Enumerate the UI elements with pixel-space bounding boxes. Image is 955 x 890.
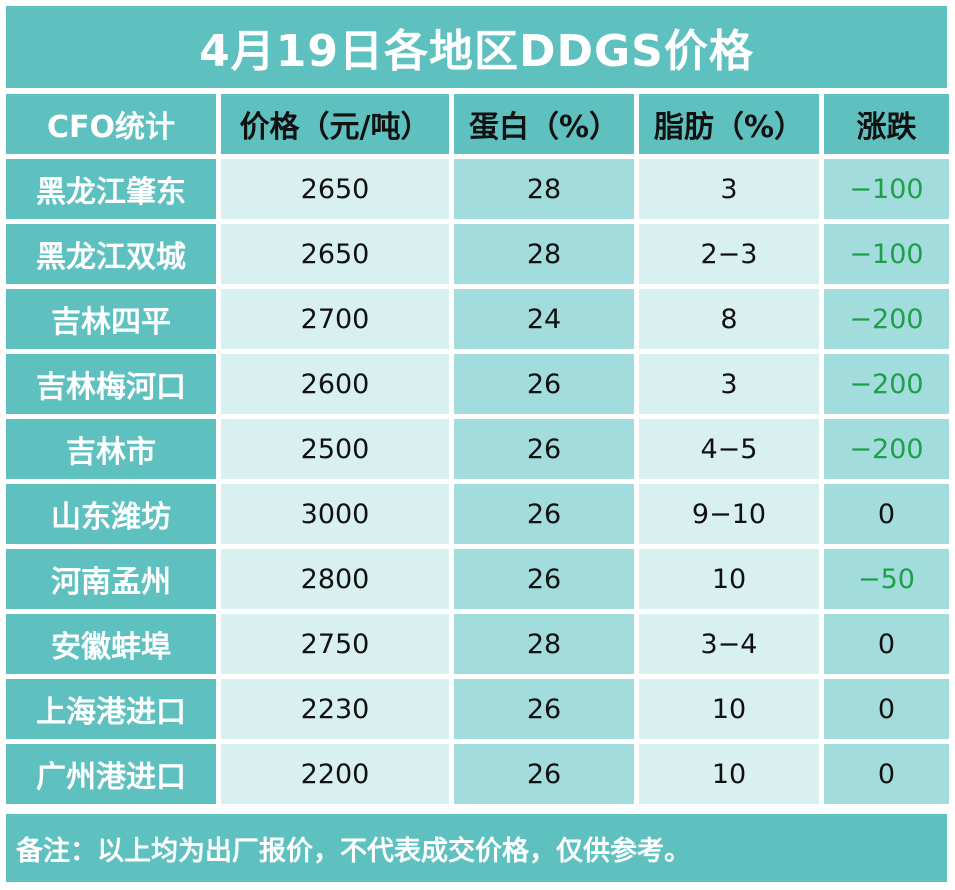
fat-cell: 2−3 (639, 224, 819, 284)
price-cell: 2800 (221, 549, 449, 609)
price-cell: 2700 (221, 289, 449, 349)
protein-cell: 26 (454, 744, 634, 804)
region-cell: 吉林四平 (6, 289, 216, 349)
change-cell: −50 (824, 549, 949, 609)
change-cell: −200 (824, 419, 949, 479)
protein-cell: 26 (454, 549, 634, 609)
region-cell: 吉林梅河口 (6, 354, 216, 414)
protein-cell: 26 (454, 354, 634, 414)
protein-cell: 24 (454, 289, 634, 349)
price-cell: 3000 (221, 484, 449, 544)
region-cell: 黑龙江肇东 (6, 159, 216, 219)
region-cell: 安徽蚌埠 (6, 614, 216, 674)
change-cell: −200 (824, 354, 949, 414)
price-cell: 2650 (221, 159, 449, 219)
protein-cell: 26 (454, 484, 634, 544)
header-source: CFO统计 (6, 94, 216, 154)
region-cell: 吉林市 (6, 419, 216, 479)
header-change: 涨跌 (824, 94, 949, 154)
table-title: 4月19日各地区DDGS价格 (6, 6, 947, 88)
header-price: 价格（元/吨） (221, 94, 449, 154)
header-protein: 蛋白（%） (454, 94, 634, 154)
fat-cell: 3 (639, 159, 819, 219)
region-cell: 上海港进口 (6, 679, 216, 739)
price-table-card: 4月19日各地区DDGS价格 CFO统计 价格（元/吨） 蛋白（%） 脂肪（%）… (6, 6, 949, 882)
price-cell: 2500 (221, 419, 449, 479)
protein-cell: 26 (454, 679, 634, 739)
fat-cell: 10 (639, 549, 819, 609)
price-cell: 2650 (221, 224, 449, 284)
price-cell: 2600 (221, 354, 449, 414)
footer-note: 备注：以上均为出厂报价，不代表成交价格，仅供参考。 (6, 814, 947, 882)
change-cell: 0 (824, 744, 949, 804)
fat-cell: 3 (639, 354, 819, 414)
region-cell: 河南孟州 (6, 549, 216, 609)
fat-cell: 8 (639, 289, 819, 349)
change-cell: −200 (824, 289, 949, 349)
change-cell: 0 (824, 614, 949, 674)
region-cell: 山东潍坊 (6, 484, 216, 544)
fat-cell: 3−4 (639, 614, 819, 674)
fat-cell: 10 (639, 679, 819, 739)
price-table: CFO统计 价格（元/吨） 蛋白（%） 脂肪（%） 涨跌 黑龙江肇东 2650 28… (6, 94, 949, 804)
change-cell: −100 (824, 224, 949, 284)
protein-cell: 26 (454, 419, 634, 479)
fat-cell: 10 (639, 744, 819, 804)
price-cell: 2750 (221, 614, 449, 674)
price-cell: 2230 (221, 679, 449, 739)
region-cell: 黑龙江双城 (6, 224, 216, 284)
header-fat: 脂肪（%） (639, 94, 819, 154)
protein-cell: 28 (454, 224, 634, 284)
fat-cell: 4−5 (639, 419, 819, 479)
protein-cell: 28 (454, 614, 634, 674)
change-cell: 0 (824, 484, 949, 544)
price-cell: 2200 (221, 744, 449, 804)
change-cell: −100 (824, 159, 949, 219)
region-cell: 广州港进口 (6, 744, 216, 804)
change-cell: 0 (824, 679, 949, 739)
fat-cell: 9−10 (639, 484, 819, 544)
protein-cell: 28 (454, 159, 634, 219)
